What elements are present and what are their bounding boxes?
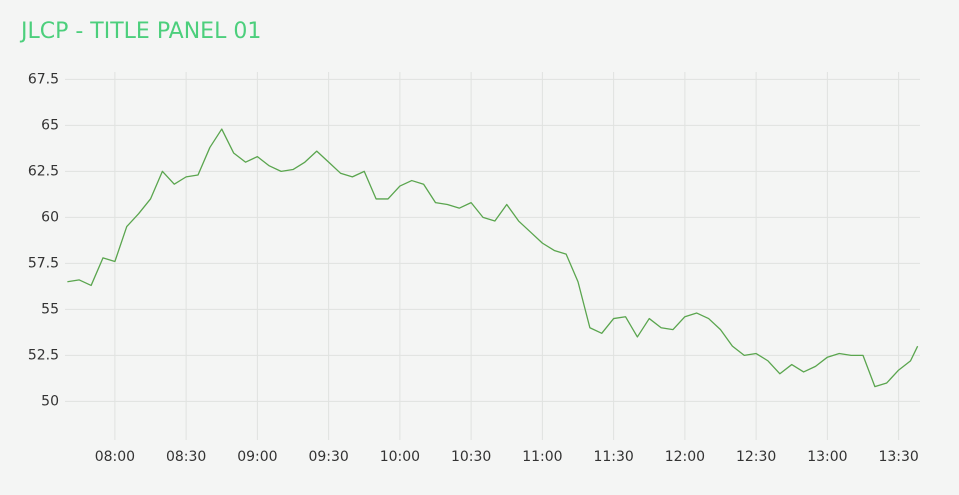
x-tick-label: 09:00 — [237, 449, 277, 465]
x-tick-label: 12:30 — [736, 449, 776, 465]
y-tick-label: 57.5 — [28, 255, 59, 271]
x-tick-label: 12:00 — [665, 449, 705, 465]
x-tick-label: 13:30 — [878, 449, 918, 465]
y-tick-label: 65 — [41, 117, 59, 133]
x-tick-label: 11:30 — [593, 449, 633, 465]
y-tick-label: 67.5 — [28, 71, 59, 87]
x-tick-label: 08:00 — [95, 449, 135, 465]
x-tick-label: 09:30 — [308, 449, 348, 465]
x-tick-label: 10:30 — [451, 449, 491, 465]
x-tick-label: 08:30 — [166, 449, 206, 465]
y-tick-label: 62.5 — [28, 163, 59, 179]
data-line — [67, 128, 919, 388]
y-tick-label: 55 — [41, 301, 59, 317]
x-tick-label: 10:00 — [380, 449, 420, 465]
x-tick-label: 11:00 — [522, 449, 562, 465]
x-tick-label: 13:00 — [807, 449, 847, 465]
y-tick-label: 60 — [41, 209, 59, 225]
chart-title: JLCP - TITLE PANEL 01 — [19, 19, 261, 44]
y-tick-label: 50 — [41, 393, 59, 409]
y-tick-label: 52.5 — [28, 347, 59, 363]
